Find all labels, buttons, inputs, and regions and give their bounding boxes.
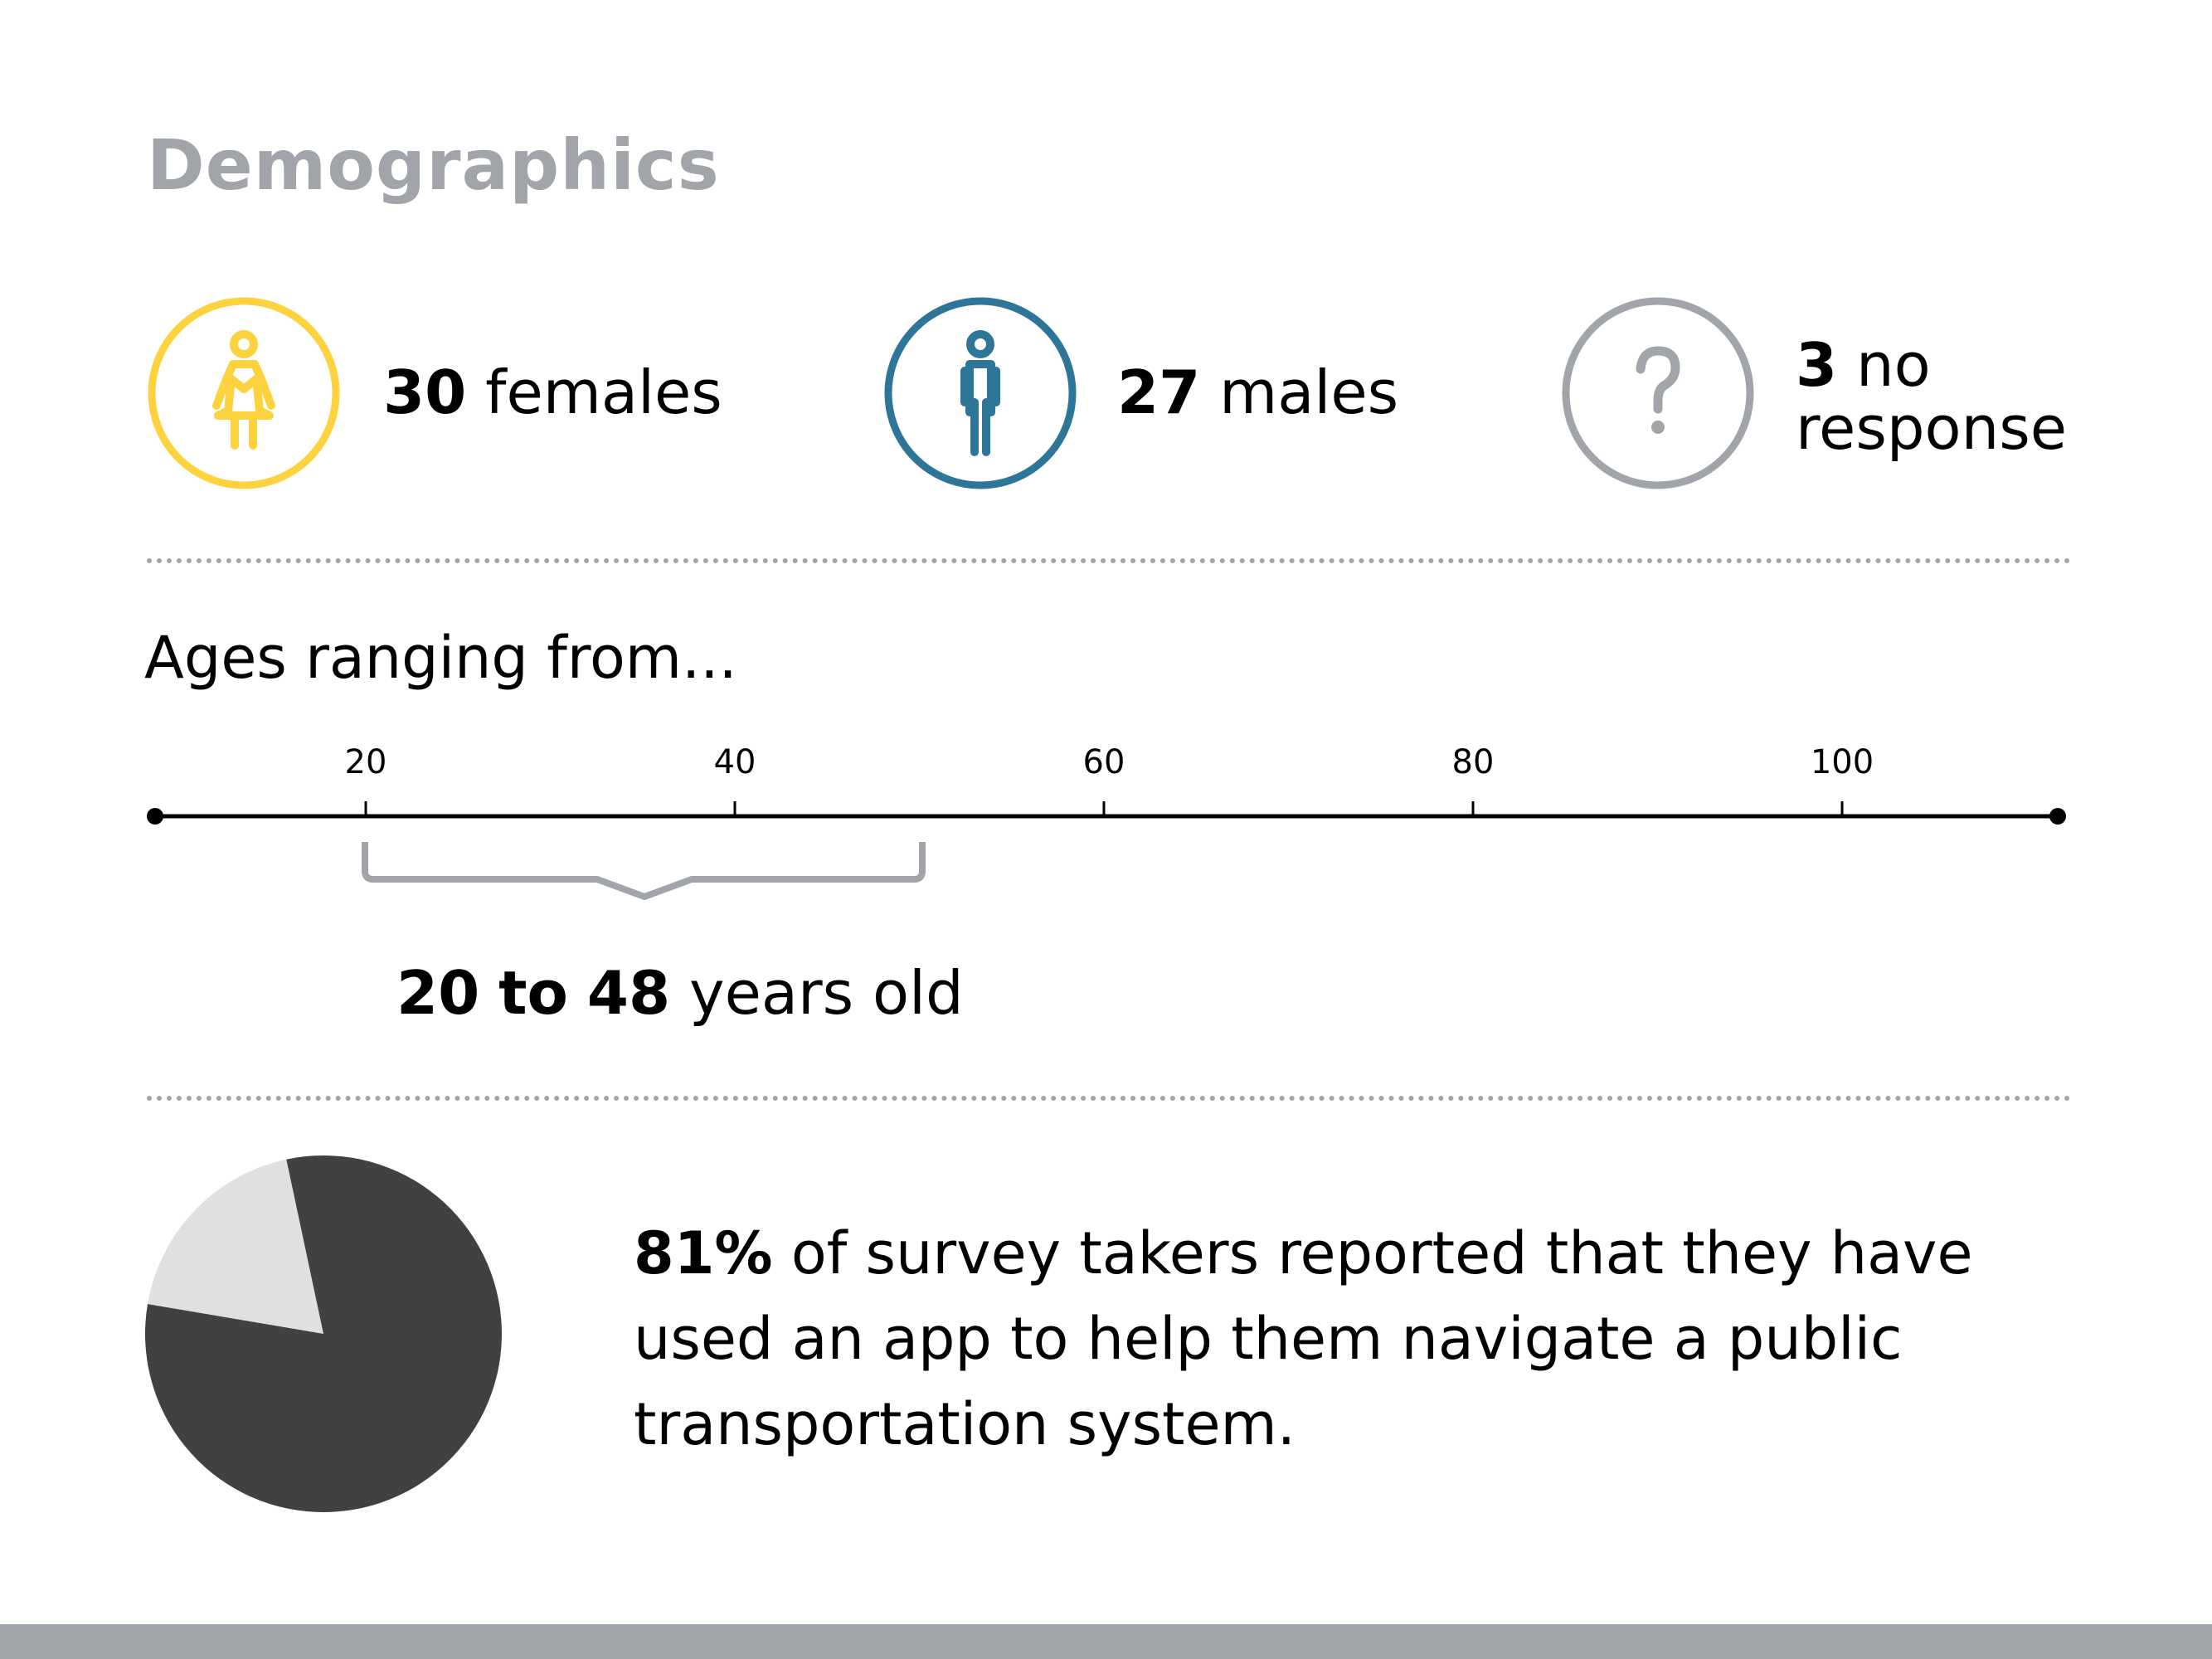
- female-count: 30: [383, 358, 467, 427]
- age-axis: 20 40 60 80 100: [147, 743, 2066, 900]
- age-range-suffix: years old: [688, 958, 964, 1028]
- app-use-statement: 81% of survey takers reported that they …: [634, 1211, 1994, 1467]
- age-tick-label-60: 60: [1083, 743, 1125, 781]
- female-label: females: [485, 358, 722, 427]
- age-range-bracket: [362, 842, 926, 900]
- section-divider: [147, 558, 2071, 563]
- no-response-label-line1: no: [1856, 330, 1931, 400]
- page-title: Demographics: [147, 124, 720, 206]
- age-range-min: 20: [396, 958, 480, 1028]
- male-label: males: [1219, 358, 1399, 427]
- age-tick-label-100: 100: [1811, 743, 1874, 781]
- male-person-icon: [884, 297, 1077, 489]
- age-tick-label-40: 40: [714, 743, 756, 781]
- section-divider: [147, 1096, 2071, 1101]
- no-response-count-label: 3 no response: [1796, 333, 2067, 460]
- app-use-percent: 81%: [634, 1219, 773, 1287]
- female-person-icon: [148, 297, 340, 489]
- app-use-text: of survey takers reported that they have…: [634, 1219, 1973, 1458]
- age-axis-end-dot: [2049, 808, 2066, 825]
- no-response-label-line2: response: [1796, 393, 2068, 463]
- age-tick-label-20: 20: [345, 743, 387, 781]
- male-count: 27: [1117, 358, 1201, 427]
- footer-bar: [0, 1624, 2212, 1659]
- no-response-count: 3: [1796, 330, 1838, 400]
- pie-slice-app-users: [145, 1155, 502, 1512]
- age-range-connector: to: [498, 958, 568, 1028]
- age-range-max: 48: [586, 958, 671, 1028]
- question-mark-icon: [1562, 297, 1754, 489]
- ages-heading: Ages ranging from...: [144, 624, 737, 692]
- age-axis-start-dot: [147, 808, 163, 825]
- female-count-label: 30 females: [383, 361, 722, 424]
- age-range-label: 20 to 48 years old: [396, 958, 964, 1028]
- male-count-label: 27 males: [1117, 361, 1398, 424]
- app-use-pie: [145, 1155, 502, 1512]
- age-tick-label-80: 80: [1452, 743, 1495, 781]
